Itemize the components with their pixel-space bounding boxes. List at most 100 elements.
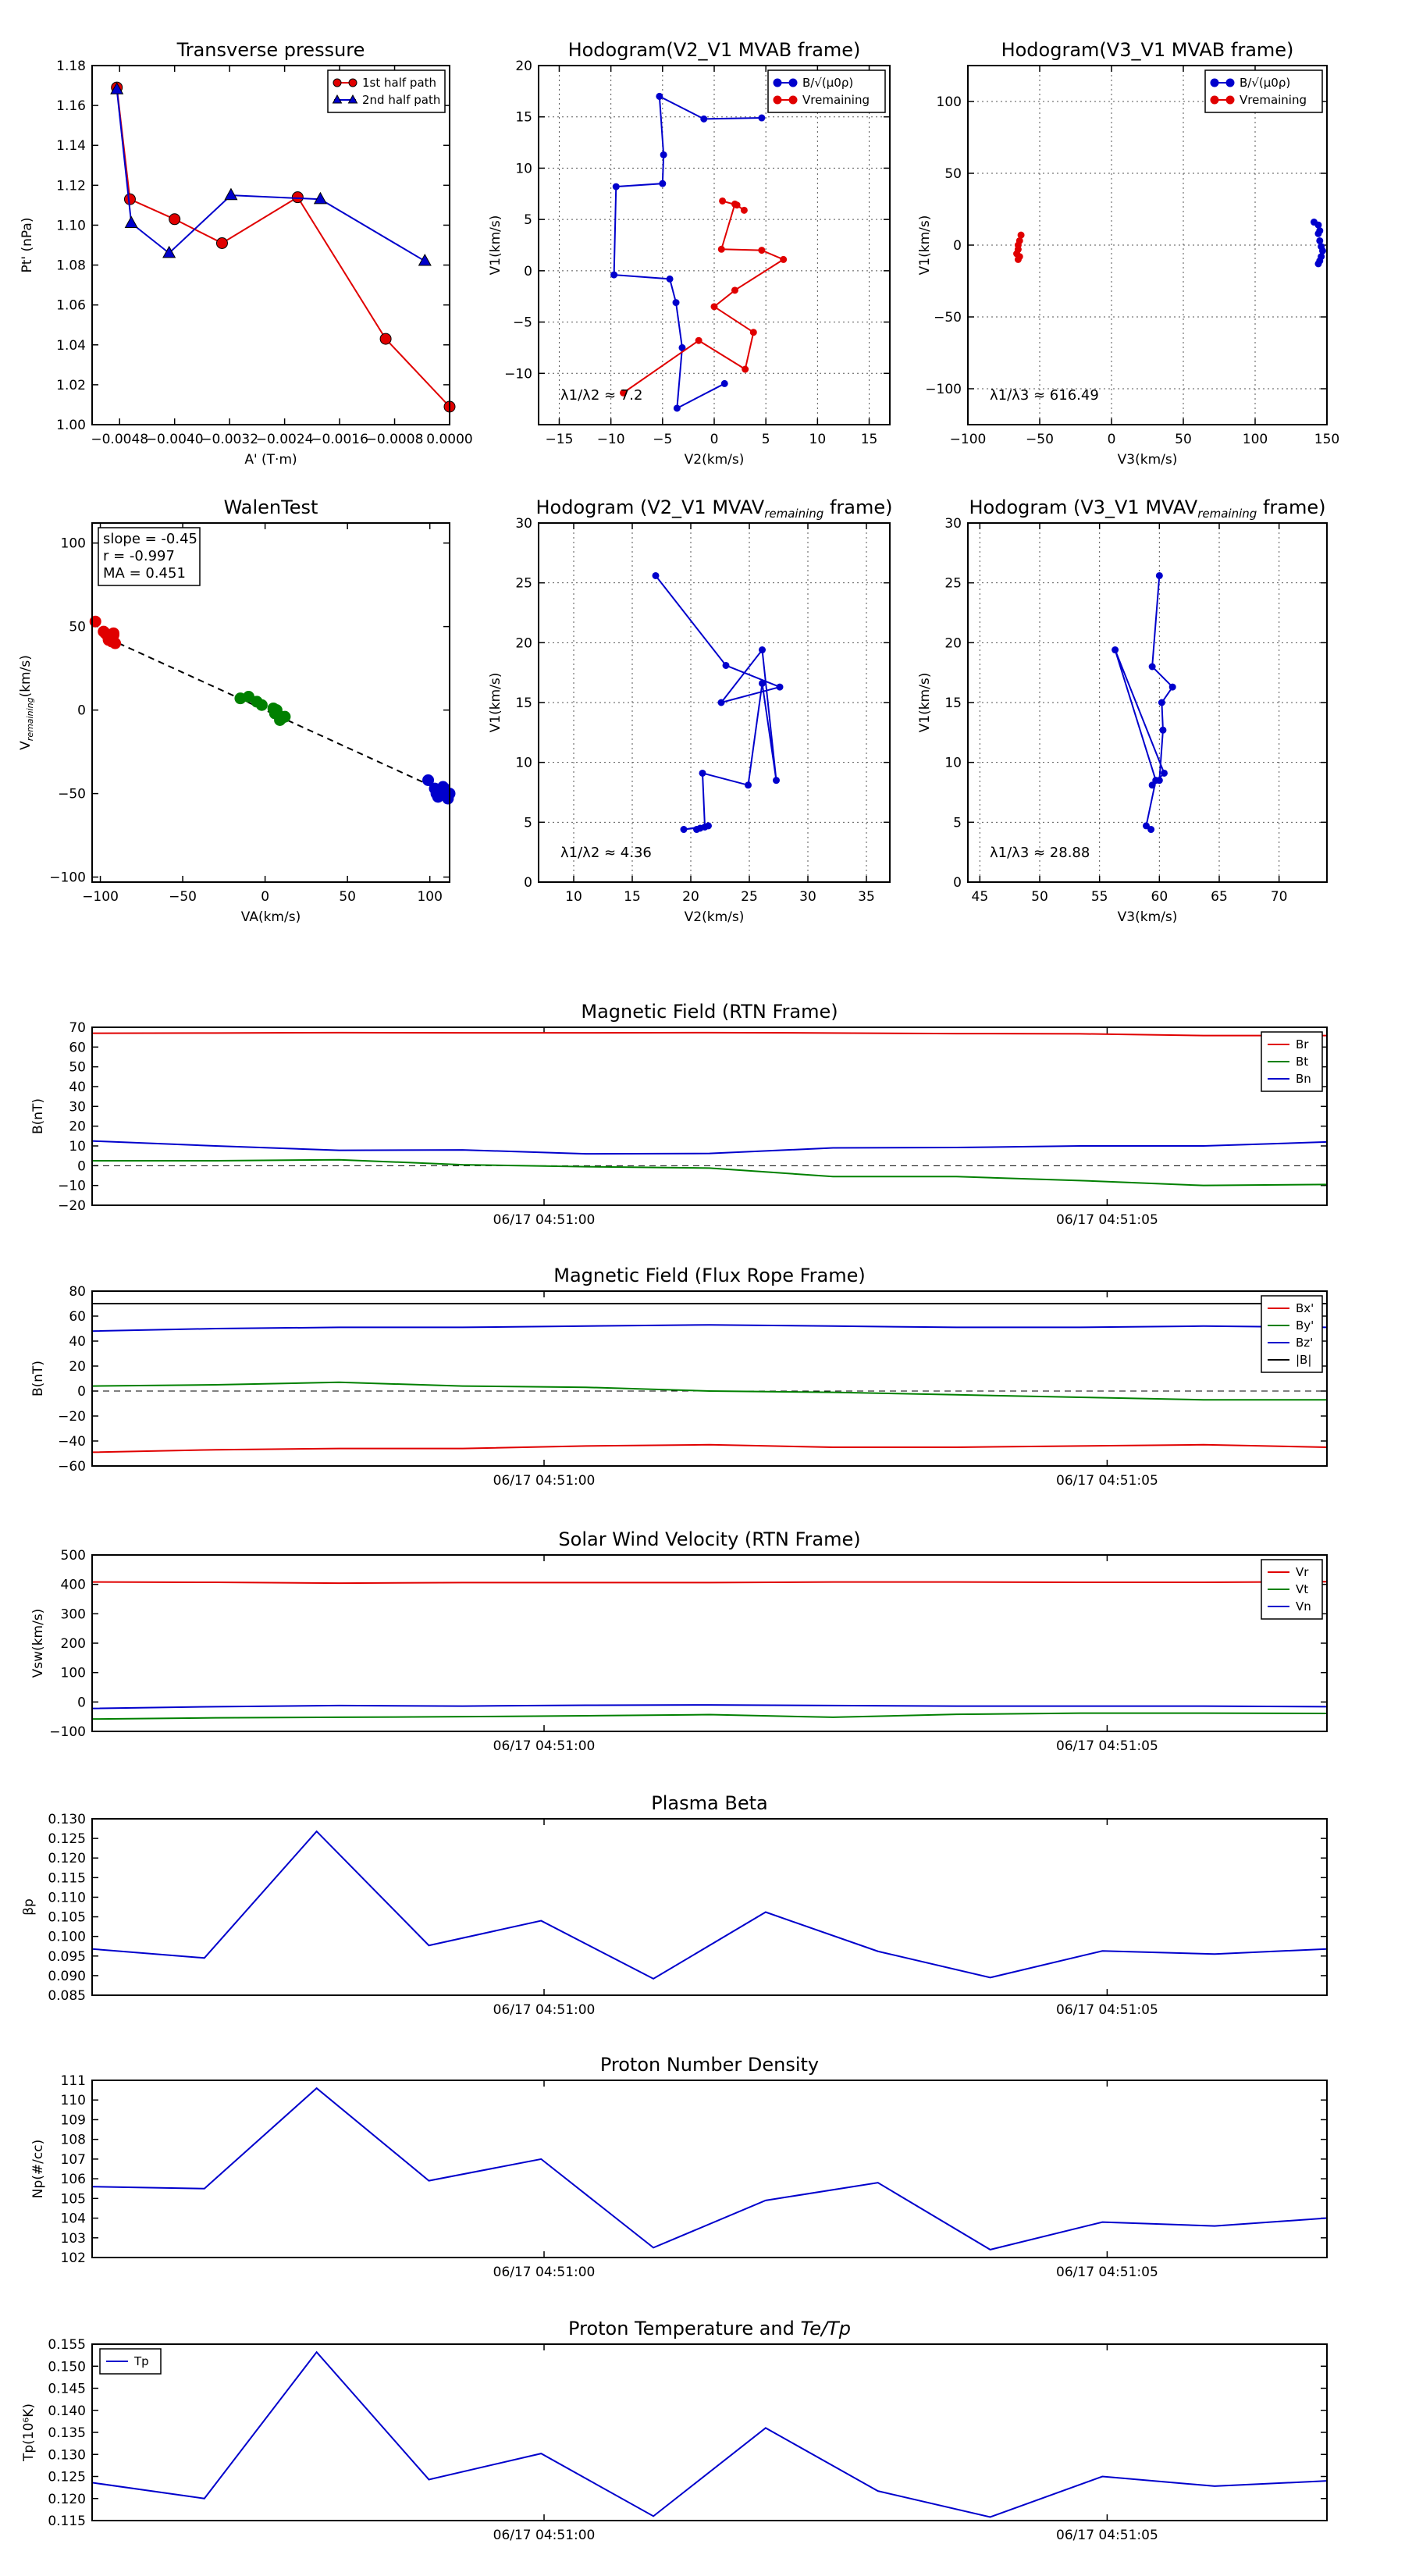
y-tick-label: 10 xyxy=(69,1139,86,1155)
y-tick-label: 0.130 xyxy=(48,1812,86,1827)
y-tick-label: 108 xyxy=(61,2133,86,2148)
data-point xyxy=(215,237,228,249)
plot-frame xyxy=(538,65,891,425)
y-tick-label: 0.120 xyxy=(48,1851,86,1866)
plot-frame xyxy=(91,522,450,883)
eigen-ratio-label: λ1/λ2 ≈ 7.2 xyxy=(560,387,642,404)
data-point xyxy=(699,769,706,777)
legend-entry: B/√(μ0ρ) xyxy=(802,76,853,90)
data-point xyxy=(745,781,752,789)
y-axis-label: V1(km/s) xyxy=(917,215,933,276)
y-axis-label: B(nT) xyxy=(30,1361,46,1397)
y-tick-label: 105 xyxy=(61,2191,86,2207)
data-point xyxy=(313,191,327,205)
y-tick-label: −50 xyxy=(58,787,86,802)
y-tick-label: 40 xyxy=(69,1080,86,1095)
y-tick-label: 0.140 xyxy=(48,2403,86,2419)
y-tick-label: 1.10 xyxy=(56,218,86,233)
chart-title: Proton Temperature and Te/Tp xyxy=(568,2318,851,2339)
data-point xyxy=(780,255,788,263)
x-axis-label: V3(km/s) xyxy=(1118,909,1178,925)
y-tick-label: 1.02 xyxy=(56,378,86,393)
y-tick-label: 30 xyxy=(944,516,962,532)
chart-title: Magnetic Field (RTN Frame) xyxy=(581,1001,838,1023)
data-point xyxy=(1159,726,1167,734)
data-point xyxy=(1155,571,1163,579)
legend-marker xyxy=(347,94,358,104)
data-point xyxy=(107,627,119,639)
y-tick-label: 200 xyxy=(61,1636,86,1652)
y-tick-label: 110 xyxy=(61,2093,86,2108)
y-tick-label: 111 xyxy=(61,2073,86,2089)
plot-frame xyxy=(91,1554,1328,1732)
data-point xyxy=(731,200,738,208)
series-line-beta xyxy=(91,1830,1328,1980)
y-tick-label: 1.16 xyxy=(56,98,86,114)
y-tick-label: 104 xyxy=(61,2211,86,2227)
y-tick-label: −5 xyxy=(513,315,532,331)
legend-entry: B/√(μ0ρ) xyxy=(1240,76,1290,90)
y-tick-label: 40 xyxy=(69,1334,86,1350)
data-point xyxy=(719,197,727,205)
data-point xyxy=(1148,781,1156,789)
legend-marker xyxy=(1210,78,1219,87)
data-point xyxy=(379,333,392,345)
series-middle xyxy=(234,691,291,726)
y-tick-label: 0.100 xyxy=(48,1930,86,1945)
x-tick-label: 06/17 04:51:05 xyxy=(1056,2002,1158,2018)
data-point xyxy=(124,215,138,228)
chart-walen: WalenTest −100 −50 0 50 100 −100 −50 0 50 100 VA(km… xyxy=(18,496,456,925)
y-tick-label: 5 xyxy=(524,815,532,831)
chart-title: Proton Number Density xyxy=(600,2054,819,2076)
x-tick-label: 60 xyxy=(1151,889,1168,905)
x-tick-label: 15 xyxy=(624,889,641,905)
series-vremaining xyxy=(1013,231,1025,263)
chart-bfield_rtn: Magnetic Field (RTN Frame) −20 −10 0 10 20 30 4… xyxy=(30,1001,1328,1228)
x-tick-label: 0 xyxy=(710,432,719,447)
x-tick-label: 10 xyxy=(809,432,827,447)
chart-title: Hodogram(V2_V1 MVAB frame) xyxy=(568,39,861,61)
legend-marker xyxy=(1210,95,1219,105)
y-tick-label: 0.090 xyxy=(48,1969,86,1984)
y-tick-label: 300 xyxy=(61,1606,86,1622)
plot-frame xyxy=(91,2343,1328,2521)
series-line-bx xyxy=(91,1443,1328,1453)
series-line-bz xyxy=(91,1324,1328,1332)
data-point xyxy=(1168,683,1176,691)
x-tick-label: 10 xyxy=(565,889,582,905)
chart-beta: Plasma Beta 0.085 0.090 0.095 0.100 0.105 0.11… xyxy=(21,1792,1328,2018)
chart-tp: Proton Temperature and Te/Tp 0.115 0.120 0.… xyxy=(21,2318,1328,2543)
x-tick-label: 0 xyxy=(261,889,269,905)
legend-marker xyxy=(333,78,342,87)
y-tick-label: −10 xyxy=(58,1179,86,1194)
legend: Bx' By' Bz' |B| xyxy=(1261,1295,1323,1373)
data-point xyxy=(672,299,680,307)
y-tick-label: 30 xyxy=(69,1099,86,1115)
y-tick-label: 500 xyxy=(61,1548,86,1564)
legend-entry: Bz' xyxy=(1296,1336,1313,1350)
y-tick-label: 20 xyxy=(69,1119,86,1135)
plot-frame xyxy=(91,65,450,425)
legend-entry: Bn xyxy=(1296,1072,1311,1086)
data-point xyxy=(742,365,749,373)
x-axis-label: V2(km/s) xyxy=(685,909,745,925)
series-b-0- xyxy=(1310,219,1326,268)
data-point xyxy=(710,303,718,311)
legend-box xyxy=(327,69,446,113)
data-point xyxy=(224,187,238,201)
data-point xyxy=(722,661,730,669)
y-axis-label: V1(km/s) xyxy=(488,673,503,733)
x-tick-label: 15 xyxy=(861,432,878,447)
series-line-bt xyxy=(92,1158,1328,1187)
series-1st-half-path xyxy=(111,81,456,413)
plot-frame xyxy=(91,1026,1328,1206)
data-point xyxy=(1014,255,1022,263)
y-tick-label: 25 xyxy=(944,576,962,592)
legend-marker xyxy=(1225,95,1235,105)
legend: B/√(μ0ρ) Vremaining xyxy=(767,69,886,113)
y-tick-label: 400 xyxy=(61,1578,86,1593)
legend-marker xyxy=(332,94,343,104)
series-v xyxy=(1112,571,1176,834)
x-tick-label: 06/17 04:51:00 xyxy=(493,2528,596,2543)
